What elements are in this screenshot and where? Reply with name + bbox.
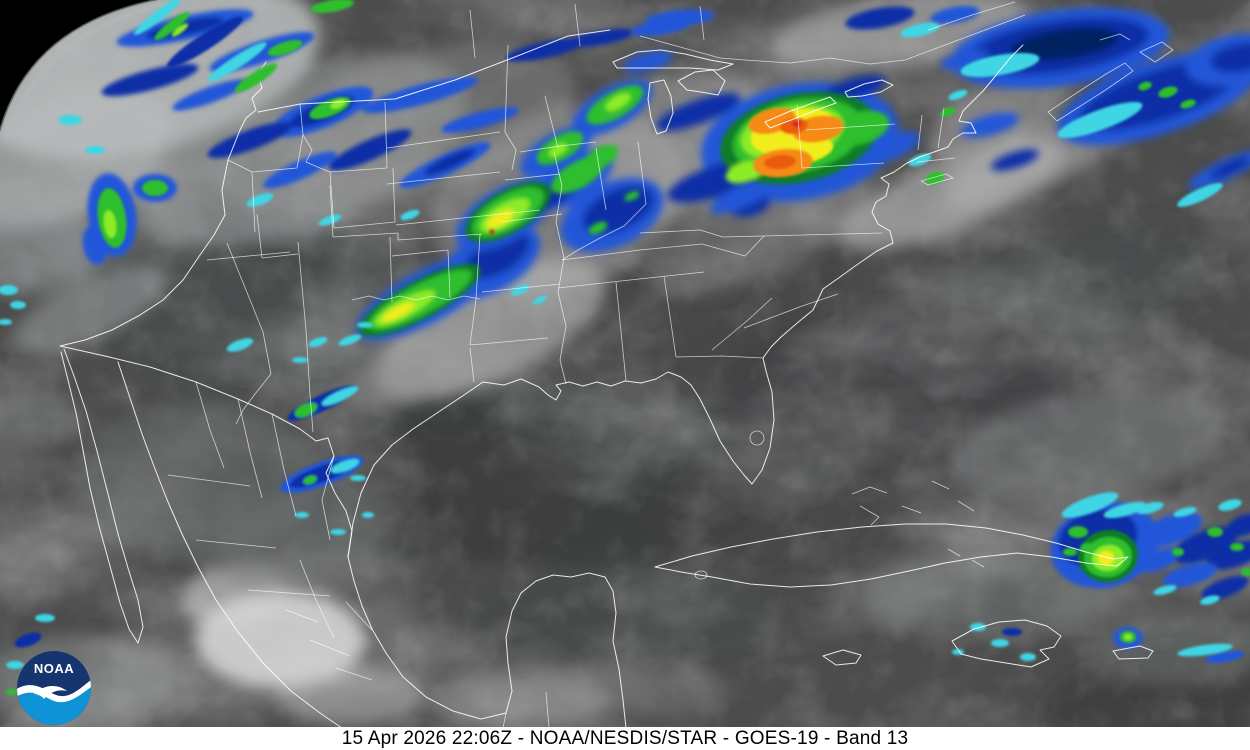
limb-streaks	[134, 0, 278, 93]
storm-cells-caribbean	[952, 492, 1250, 664]
noaa-logo-wave	[17, 677, 91, 703]
satellite-image: NOAA	[0, 0, 1250, 728]
space-corner	[0, 0, 278, 141]
storm-cells-northeast-canada	[940, 7, 1250, 207]
map-boundaries	[59, 1, 1174, 728]
noaa-logo-text: NOAA	[34, 661, 74, 676]
noaa-logo: NOAA	[17, 651, 91, 725]
caption-text: 15 Apr 2026 22:06Z - NOAA/NESDIS/STAR - …	[341, 728, 909, 749]
storm-cells-squall-line	[226, 51, 673, 363]
storm-cells-northwest	[58, 0, 980, 265]
caption-bar: 15 Apr 2026 22:06Z - NOAA/NESDIS/STAR - …	[0, 727, 1250, 750]
noaa-logo-bird-icon	[34, 685, 67, 699]
